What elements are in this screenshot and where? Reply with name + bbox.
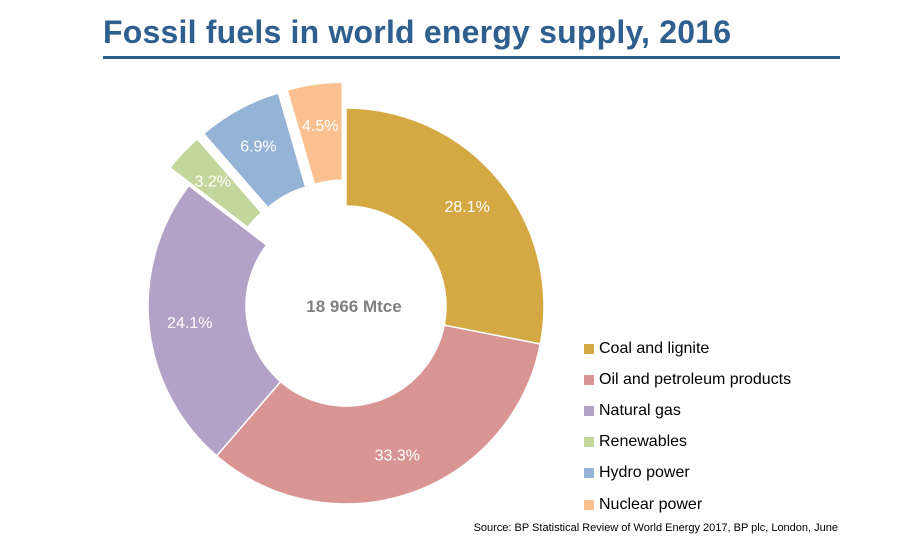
legend-swatch bbox=[584, 437, 594, 448]
legend-item-oil-and-petroleum-products: Oil and petroleum products bbox=[584, 364, 884, 395]
center-total-label: 18 966 Mtce bbox=[306, 297, 401, 316]
legend-label: Oil and petroleum products bbox=[599, 370, 792, 388]
data-label-oil-and-petroleum-products: 33.3% bbox=[375, 447, 420, 464]
slice-hydro-power bbox=[202, 92, 307, 209]
slice-renewables bbox=[168, 137, 263, 229]
legend-swatch bbox=[584, 343, 594, 354]
legend-item-nuclear-power: Nuclear power bbox=[584, 489, 884, 520]
legend-swatch bbox=[584, 374, 594, 385]
chart-title: Fossil fuels in world energy supply, 201… bbox=[103, 14, 732, 50]
legend-item-coal-and-lignite: Coal and lignite bbox=[584, 333, 884, 364]
slice-oil-and-petroleum-products bbox=[215, 324, 542, 505]
legend-label: Nuclear power bbox=[599, 495, 703, 513]
data-label-natural-gas: 24.1% bbox=[167, 315, 212, 332]
data-label-hydro-power: 6.9% bbox=[240, 138, 276, 155]
data-label-coal-and-lignite: 28.1% bbox=[445, 199, 490, 216]
chart-legend: Coal and lignite Oil and petroleum produc… bbox=[584, 333, 884, 520]
legend-swatch bbox=[584, 468, 594, 479]
legend-label: Renewables bbox=[599, 433, 688, 451]
slice-natural-gas bbox=[147, 184, 282, 457]
legend-label: Natural gas bbox=[599, 401, 681, 419]
source-note: Source: BP Statistical Review of World E… bbox=[473, 522, 838, 534]
legend-item-natural-gas: Natural gas bbox=[584, 395, 884, 426]
slice-nuclear-power bbox=[286, 81, 344, 186]
title-underline bbox=[103, 56, 840, 59]
slice-coal-and-lignite bbox=[345, 107, 545, 345]
legend-label: Coal and lignite bbox=[599, 339, 710, 357]
data-label-renewables: 3.2% bbox=[194, 174, 230, 191]
legend-item-hydro-power: Hydro power bbox=[584, 458, 884, 489]
data-label-nuclear-power: 4.5% bbox=[302, 118, 338, 135]
legend-swatch bbox=[584, 499, 594, 510]
legend-item-renewables: Renewables bbox=[584, 427, 884, 458]
legend-label: Hydro power bbox=[599, 464, 690, 482]
legend-swatch bbox=[584, 405, 594, 416]
